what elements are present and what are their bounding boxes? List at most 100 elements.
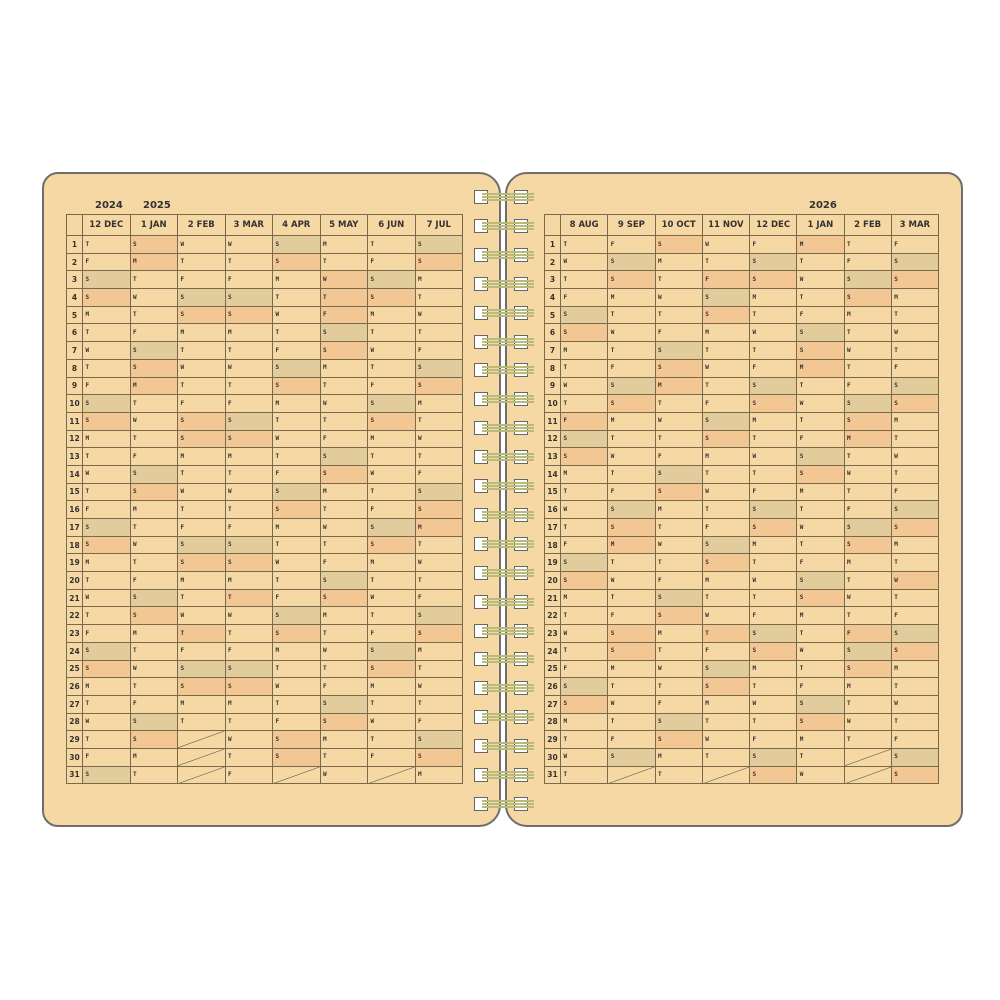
day-cell[interactable] <box>272 305 321 325</box>
day-cell[interactable] <box>890 323 940 343</box>
day-cell[interactable] <box>272 518 321 537</box>
day-cell[interactable] <box>701 305 751 325</box>
day-cell[interactable] <box>607 624 656 643</box>
day-cell[interactable] <box>607 376 656 396</box>
day-cell[interactable] <box>272 323 321 343</box>
day-cell[interactable] <box>177 641 226 661</box>
day-cell[interactable] <box>654 305 703 325</box>
day-cell[interactable] <box>843 270 892 290</box>
day-cell[interactable] <box>843 394 892 413</box>
day-cell[interactable] <box>367 341 416 360</box>
day-cell[interactable] <box>654 447 703 466</box>
day-cell[interactable] <box>177 606 226 626</box>
day-cell[interactable] <box>701 429 751 449</box>
day-cell[interactable] <box>82 305 131 325</box>
day-cell[interactable] <box>796 394 845 413</box>
day-cell[interactable] <box>890 305 940 325</box>
day-cell[interactable] <box>177 624 226 643</box>
day-cell[interactable] <box>367 712 416 732</box>
day-cell[interactable] <box>82 747 131 767</box>
day-cell[interactable] <box>82 588 131 608</box>
day-cell[interactable] <box>82 429 131 449</box>
day-cell[interactable] <box>319 730 368 749</box>
day-cell[interactable] <box>654 235 703 254</box>
day-cell[interactable] <box>224 694 273 714</box>
day-cell[interactable] <box>414 288 463 307</box>
day-cell[interactable] <box>890 677 940 696</box>
day-cell[interactable] <box>272 624 321 643</box>
day-cell[interactable] <box>129 270 178 290</box>
day-cell[interactable] <box>177 429 226 449</box>
day-cell[interactable] <box>890 624 940 643</box>
day-cell[interactable] <box>319 394 368 413</box>
day-cell[interactable] <box>224 747 273 767</box>
day-cell[interactable] <box>607 464 656 484</box>
day-cell[interactable] <box>890 411 940 431</box>
day-cell[interactable] <box>748 358 798 378</box>
day-cell[interactable] <box>890 747 940 767</box>
day-cell[interactable] <box>414 765 463 785</box>
day-cell[interactable] <box>177 394 226 413</box>
day-cell[interactable] <box>177 447 226 466</box>
day-cell[interactable] <box>607 270 656 290</box>
day-cell[interactable] <box>607 694 656 714</box>
day-cell[interactable] <box>129 305 178 325</box>
day-cell[interactable] <box>607 305 656 325</box>
day-cell[interactable] <box>319 235 368 254</box>
day-cell[interactable] <box>177 323 226 343</box>
day-cell[interactable] <box>319 588 368 608</box>
day-cell[interactable] <box>272 659 321 679</box>
day-cell[interactable] <box>843 588 892 608</box>
day-cell[interactable] <box>82 518 131 537</box>
day-cell[interactable] <box>272 641 321 661</box>
day-cell[interactable] <box>272 394 321 413</box>
day-cell[interactable] <box>319 252 368 272</box>
day-cell[interactable] <box>701 447 751 466</box>
day-cell[interactable] <box>177 500 226 519</box>
day-cell[interactable] <box>129 429 178 449</box>
day-cell[interactable] <box>559 659 609 679</box>
day-cell[interactable] <box>607 606 656 626</box>
day-cell[interactable] <box>414 624 463 643</box>
day-cell[interactable] <box>796 535 845 555</box>
day-cell[interactable] <box>224 535 273 555</box>
day-cell[interactable] <box>843 447 892 466</box>
day-cell[interactable] <box>559 394 609 413</box>
day-cell[interactable] <box>319 464 368 484</box>
day-cell[interactable] <box>82 288 131 307</box>
day-cell[interactable] <box>843 429 892 449</box>
day-cell[interactable] <box>129 571 178 590</box>
day-cell[interactable] <box>559 411 609 431</box>
day-cell[interactable] <box>843 553 892 573</box>
day-cell[interactable] <box>414 270 463 290</box>
day-cell[interactable] <box>890 482 940 502</box>
day-cell[interactable] <box>224 411 273 431</box>
day-cell[interactable] <box>654 571 703 590</box>
day-cell[interactable] <box>414 677 463 696</box>
day-cell[interactable] <box>654 677 703 696</box>
day-cell[interactable] <box>82 447 131 466</box>
day-cell[interactable] <box>559 730 609 749</box>
day-cell[interactable] <box>224 624 273 643</box>
day-cell[interactable] <box>890 447 940 466</box>
day-cell[interactable] <box>82 659 131 679</box>
day-cell[interactable] <box>559 765 609 785</box>
day-cell[interactable] <box>414 553 463 573</box>
day-cell[interactable] <box>559 429 609 449</box>
day-cell[interactable] <box>654 606 703 626</box>
day-cell[interactable] <box>701 252 751 272</box>
day-cell[interactable] <box>654 747 703 767</box>
day-cell[interactable] <box>701 394 751 413</box>
day-cell[interactable] <box>607 288 656 307</box>
day-cell[interactable] <box>272 411 321 431</box>
day-cell[interactable] <box>796 765 845 785</box>
day-cell[interactable] <box>367 694 416 714</box>
day-cell[interactable] <box>177 571 226 590</box>
day-cell[interactable] <box>701 677 751 696</box>
day-cell[interactable] <box>177 376 226 396</box>
day-cell[interactable] <box>607 429 656 449</box>
day-cell[interactable] <box>559 235 609 254</box>
day-cell[interactable] <box>654 624 703 643</box>
day-cell[interactable] <box>843 464 892 484</box>
day-cell[interactable] <box>319 553 368 573</box>
